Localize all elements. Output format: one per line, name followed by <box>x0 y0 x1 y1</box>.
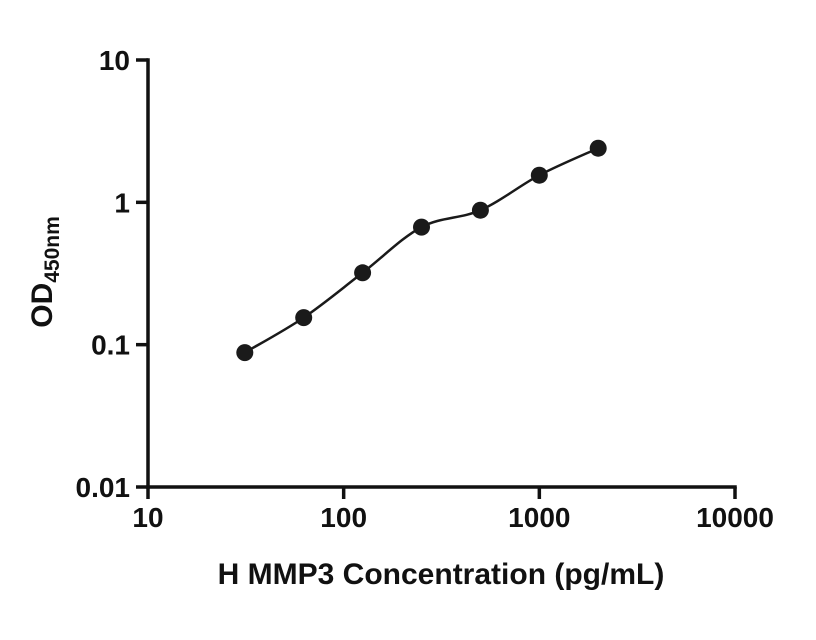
data-point <box>589 139 607 157</box>
x-tick-label: 10000 <box>696 502 774 533</box>
data-point <box>354 264 372 282</box>
data-point <box>530 166 548 184</box>
y-axis-title-subscript: 450nm <box>41 216 64 283</box>
y-tick-label: 0.01 <box>76 472 131 503</box>
data-point <box>471 201 489 219</box>
x-tick-label: 100 <box>320 502 367 533</box>
data-point <box>236 344 254 362</box>
y-axis-title-base: OD <box>26 283 59 328</box>
y-tick-label: 1 <box>114 187 130 218</box>
x-tick-label: 10 <box>132 502 163 533</box>
x-tick-label: 1000 <box>508 502 570 533</box>
x-axis-title: H MMP3 Concentration (pg/mL) <box>218 558 665 591</box>
data-point <box>413 218 430 236</box>
y-tick-label: 0.1 <box>91 330 130 361</box>
y-axis-title: OD450nm <box>26 216 64 328</box>
y-tick-label: 10 <box>99 45 130 76</box>
data-point <box>295 309 313 327</box>
plot-area: 10 100 1000 10000 10 1 0.1 0.01 <box>76 45 774 533</box>
